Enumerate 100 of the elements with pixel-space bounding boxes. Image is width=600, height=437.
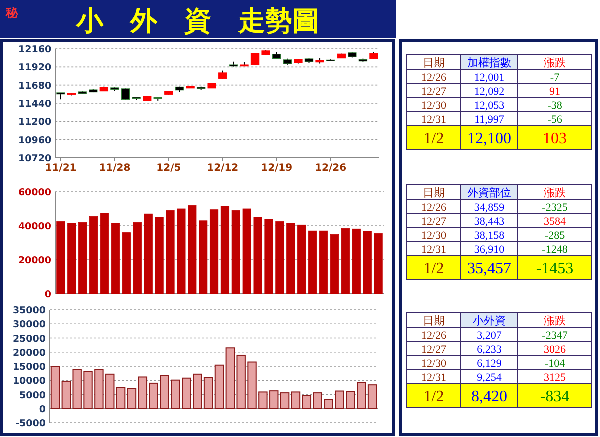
bar (144, 214, 153, 294)
y-tick-label: 60000 (18, 188, 52, 198)
bar (100, 213, 110, 294)
text: 91 (550, 86, 560, 98)
bar (68, 223, 76, 294)
bar (188, 205, 197, 294)
category-label: 加權指數 (468, 56, 512, 70)
bar (90, 216, 98, 294)
text: -104 (544, 358, 566, 370)
x-tick-label: 12/26 (315, 163, 347, 174)
x-tick-label: 11/21 (45, 163, 77, 174)
y-tick-label: 11440 (18, 99, 52, 110)
text: -2347 (542, 330, 568, 342)
y-tick-label: 12160 (18, 44, 52, 56)
bar (298, 224, 306, 294)
y-tick-label: 5000 (20, 390, 46, 402)
text: 12/26 (421, 330, 448, 342)
text: 38,158 (474, 230, 506, 242)
category-label: 日期 (423, 314, 445, 328)
text: 12,053 (474, 100, 506, 112)
y-tick-label: 11680 (18, 80, 52, 92)
bar (122, 232, 131, 294)
text: 1/2 (424, 388, 444, 406)
y-tick-label: 20000 (18, 256, 52, 266)
candlestick (121, 88, 130, 100)
text: 34,859 (474, 202, 506, 214)
x-tick-label: 11/28 (99, 163, 131, 174)
text: 38,443 (474, 216, 506, 228)
bar (204, 377, 214, 410)
y-tick-label: 0 (39, 404, 46, 416)
text: 12/31 (421, 244, 447, 256)
y-tick-label: 15000 (12, 362, 46, 373)
bar (280, 392, 290, 410)
bar (133, 222, 142, 294)
bar (210, 210, 219, 294)
bar (166, 210, 175, 294)
category-label: 小外資 (473, 314, 506, 328)
bar (264, 219, 274, 294)
y-tick-label: 11200 (18, 117, 52, 128)
chart-title: 小 外 資 走勢圖 (76, 6, 320, 37)
bar (341, 228, 350, 294)
bar (308, 230, 318, 294)
text: 1/2 (424, 260, 444, 278)
text: 12/26 (421, 202, 448, 214)
text: 秘 (5, 6, 19, 20)
y-tick-label: 11920 (18, 62, 52, 74)
bar (291, 392, 301, 410)
text: 12/27 (421, 216, 448, 228)
bar (127, 388, 137, 410)
text: 11,997 (474, 114, 505, 126)
text: -1248 (542, 244, 568, 256)
y-tick-label: 40000 (18, 222, 52, 232)
y-tick-label: -5000 (16, 418, 46, 430)
bar (363, 231, 372, 294)
text: 36,910 (474, 244, 506, 256)
text: 6,233 (477, 344, 502, 356)
bar (116, 387, 126, 410)
text: 3,207 (477, 330, 502, 342)
text: -285 (544, 230, 566, 242)
y-tick-label: 10720 (18, 154, 52, 164)
bar (286, 223, 296, 294)
category-label: 外資部位 (468, 186, 512, 200)
bar (50, 366, 60, 410)
text: -56 (548, 114, 563, 126)
text: 3584 (544, 216, 566, 228)
text: 12,100 (468, 130, 512, 148)
y-tick-label: 10960 (18, 135, 52, 146)
y-tick-label: 10000 (12, 376, 46, 388)
bar (242, 208, 252, 294)
bar (177, 208, 186, 294)
x-tick-label: 12/5 (156, 163, 182, 174)
x-tick-label: 12/19 (261, 163, 293, 174)
text: 1/2 (424, 130, 444, 148)
category-label: 漲跌 (544, 314, 566, 328)
bar (220, 206, 230, 294)
bar (214, 364, 224, 410)
bar (155, 217, 164, 294)
bar (352, 228, 361, 294)
y-tick-label: 30000 (12, 320, 46, 331)
category-label: 日期 (423, 56, 445, 70)
text: 12,001 (474, 72, 505, 84)
text: 6,129 (477, 358, 502, 370)
candlestick (250, 52, 260, 66)
x-tick-label: 12/12 (207, 163, 239, 174)
text: 35,457 (468, 260, 512, 278)
text: 8,420 (472, 388, 508, 406)
bar (368, 384, 378, 410)
bar (302, 395, 312, 410)
text: 12/30 (421, 230, 448, 242)
bar (276, 222, 284, 294)
text: -7 (550, 72, 560, 84)
y-tick-label: 0 (44, 290, 52, 300)
text: 3125 (544, 372, 566, 384)
y-tick-label: 25000 (12, 334, 46, 345)
bar (111, 223, 120, 294)
category-label: 漲跌 (544, 186, 566, 200)
text: 12/27 (421, 344, 448, 356)
text: 12,092 (474, 86, 505, 98)
text: 103 (543, 130, 567, 148)
bar (232, 210, 240, 294)
